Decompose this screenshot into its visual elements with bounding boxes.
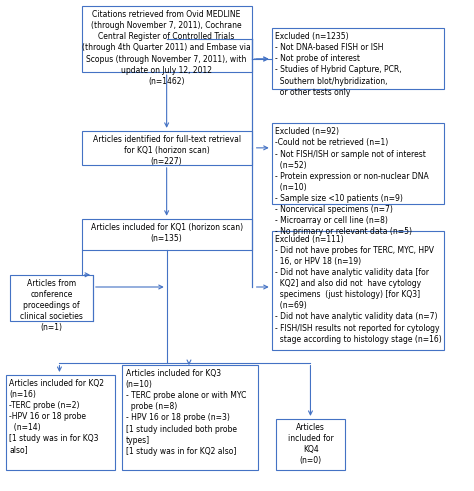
FancyBboxPatch shape: [272, 123, 444, 204]
Text: Articles included for KQ1 (horizon scan)
(n=135): Articles included for KQ1 (horizon scan)…: [91, 222, 243, 243]
FancyBboxPatch shape: [276, 419, 345, 470]
FancyBboxPatch shape: [122, 365, 258, 470]
FancyBboxPatch shape: [6, 375, 115, 470]
Text: Excluded (n=92)
-Could not be retrieved (n=1)
- Not FISH/ISH or sample not of in: Excluded (n=92) -Could not be retrieved …: [275, 127, 429, 236]
Text: Articles included for KQ3
(n=10)
- TERC probe alone or with MYC
  probe (n=8)
- : Articles included for KQ3 (n=10) - TERC …: [126, 369, 246, 456]
Text: Articles from
conference
proceedings of
clinical societies
(n=1): Articles from conference proceedings of …: [20, 279, 83, 332]
FancyBboxPatch shape: [82, 218, 252, 250]
Text: Excluded (n=1235)
- Not DNA-based FISH or ISH
- Not probe of interest
- Studies : Excluded (n=1235) - Not DNA-based FISH o…: [275, 32, 402, 97]
FancyBboxPatch shape: [272, 231, 444, 351]
FancyBboxPatch shape: [82, 6, 252, 72]
Text: Excluded (n=111)
- Did not have probes for TERC, MYC, HPV
  16, or HPV 18 (n=19): Excluded (n=111) - Did not have probes f…: [275, 235, 442, 344]
Text: Citations retrieved from Ovid MEDLINE
(through November 7, 2011), Cochrane
Centr: Citations retrieved from Ovid MEDLINE (t…: [82, 10, 251, 86]
FancyBboxPatch shape: [10, 275, 93, 321]
Text: Articles identified for full-text retrieval
for KQ1 (horizon scan)
(n=227): Articles identified for full-text retrie…: [92, 135, 241, 166]
FancyBboxPatch shape: [82, 131, 252, 165]
Text: Articles
included for
KQ4
(n=0): Articles included for KQ4 (n=0): [288, 423, 334, 465]
Text: Articles included for KQ2
(n=16)
-TERC probe (n=2)
-HPV 16 or 18 probe
  (n=14)
: Articles included for KQ2 (n=16) -TERC p…: [9, 379, 104, 454]
FancyBboxPatch shape: [272, 28, 444, 89]
